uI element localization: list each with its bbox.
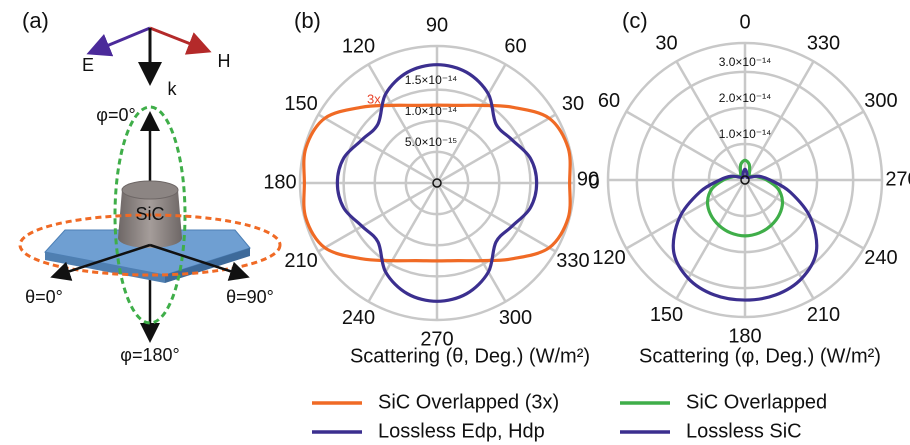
material-label: SiC — [135, 204, 164, 224]
theta-tick-label: 180 — [263, 171, 296, 193]
legend-label: Lossless SiC — [686, 420, 802, 442]
series-line — [302, 103, 572, 263]
theta-tick-label: 60 — [504, 35, 526, 57]
grid-spoke — [436, 113, 557, 185]
theta-tick-label: 210 — [284, 250, 317, 272]
r-tick-label: 1.0×10⁻¹⁴ — [405, 104, 458, 118]
r-tick-label: 1.0×10⁻¹⁴ — [719, 127, 772, 141]
grid-spoke — [744, 110, 865, 182]
grid-spoke — [436, 181, 557, 253]
e-arrow — [86, 26, 151, 57]
theta-tick-label: 60 — [598, 90, 620, 112]
grid-spoke — [675, 60, 747, 181]
theta-tick-label: 90 — [577, 168, 599, 190]
h-arrow — [149, 26, 212, 55]
theta-tick-label: 90 — [426, 14, 448, 36]
axis-caption: Scattering (θ, Deg.) (W/m²) — [350, 345, 590, 367]
r-tick-label: 2.0×10⁻¹⁴ — [719, 91, 772, 105]
grid-spoke — [625, 178, 746, 250]
phi-ellipse — [113, 105, 187, 325]
phi180-label: φ=180° — [120, 345, 179, 365]
grid-spoke — [317, 181, 438, 253]
legend-label: Lossless Edp, Hdp — [378, 420, 545, 442]
k-label: k — [168, 79, 178, 99]
grid-spoke — [625, 110, 746, 182]
cylinder — [118, 190, 182, 248]
theta-tick-label: 240 — [342, 307, 375, 329]
theta0-label: θ=0° — [25, 287, 63, 307]
theta-tick-label: 180 — [728, 325, 761, 347]
theta90-label: θ=90° — [226, 287, 274, 307]
theta-tick-label: 330 — [556, 250, 589, 272]
panel-label: (c) — [622, 8, 648, 33]
legend-label: SiC Overlapped (3x) — [378, 391, 559, 413]
legend-label: SiC Overlapped — [686, 391, 827, 413]
grid-spoke — [675, 179, 747, 300]
series-line — [671, 167, 819, 302]
theta-ellipse — [18, 213, 282, 277]
panel-label: (b) — [294, 8, 321, 33]
r-tick-label: 3.0×10⁻¹⁴ — [719, 55, 772, 69]
origin-mark — [740, 175, 750, 185]
grid-spoke — [744, 178, 865, 250]
r-tick-label: 1.5×10⁻¹⁴ — [405, 73, 458, 87]
cylinder-top — [121, 180, 179, 200]
theta-tick-label: 120 — [592, 247, 625, 269]
grid-spoke — [317, 113, 438, 185]
phi0-label: φ=0° — [96, 105, 135, 125]
panel-label: (a) — [22, 8, 49, 33]
h-label: H — [218, 51, 231, 71]
axis-caption: Scattering (φ, Deg.) (W/m²) — [639, 345, 881, 367]
theta-tick-label: 150 — [650, 304, 683, 326]
series-line — [335, 63, 539, 303]
theta-tick-label: 120 — [342, 35, 375, 57]
theta-tick-label: 270 — [885, 168, 910, 190]
theta-tick-label: 300 — [864, 90, 897, 112]
grid-spoke — [367, 63, 439, 184]
axis-arrow — [50, 243, 151, 281]
theta-tick-label: 330 — [807, 32, 840, 54]
grid-spoke — [435, 182, 507, 303]
annotation: 3x — [367, 91, 381, 106]
axis-arrow — [149, 243, 250, 281]
origin-mark — [432, 178, 442, 188]
theta-tick-label: 0 — [588, 171, 599, 193]
grid-spoke — [743, 60, 815, 181]
e-label: E — [82, 55, 94, 75]
theta-tick-label: 150 — [284, 93, 317, 115]
grid-spoke — [367, 182, 439, 303]
theta-tick-label: 240 — [864, 247, 897, 269]
theta-tick-label: 300 — [499, 307, 532, 329]
r-tick-label: 5.0×10⁻¹⁵ — [405, 135, 457, 149]
grid-spoke — [435, 63, 507, 184]
diagram: E H k SiC φ=0° θ=0° θ=90° φ=180° — [18, 26, 282, 365]
theta-tick-label: 210 — [807, 304, 840, 326]
grid-spoke — [743, 179, 815, 300]
theta-tick-label: 30 — [562, 93, 584, 115]
theta-tick-label: 30 — [655, 32, 677, 54]
theta-tick-label: 270 — [420, 328, 453, 350]
theta-tick-label: 0 — [739, 11, 750, 33]
